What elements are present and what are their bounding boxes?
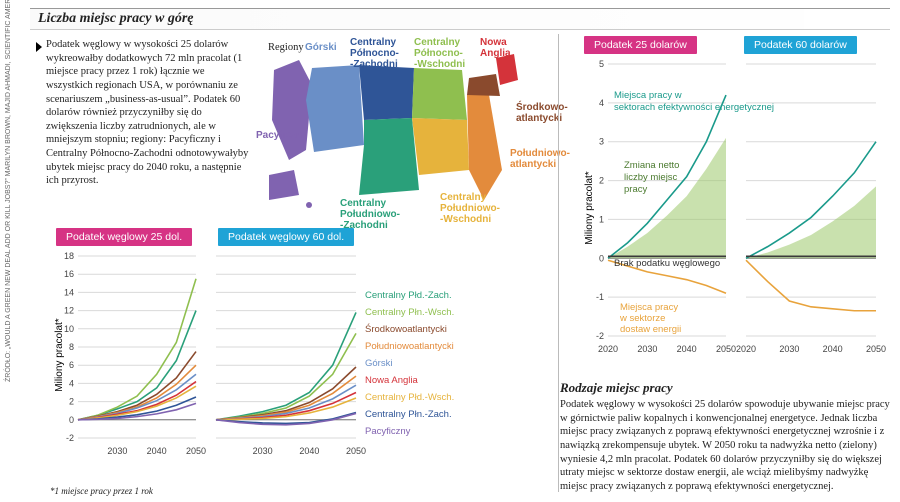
legend-cnw: Centralny Płn.-Zach. — [365, 409, 454, 420]
region-pacific — [272, 60, 312, 160]
svg-text:2: 2 — [599, 176, 604, 186]
legend-pac: Pacyficzny — [365, 426, 454, 437]
region-csw — [359, 118, 419, 195]
legend-gorski: Górski — [365, 358, 454, 369]
chart-jobtypes-25: -2-10123452020203020402050Miliony pracol… — [580, 58, 730, 358]
region-label-sa: Południowo-atlantycki — [510, 148, 570, 170]
chart-regions-25: -2024681012141618203020402050Miliony pra… — [50, 250, 200, 460]
legend-ne: Nowa Anglia — [365, 375, 454, 386]
source-credit: ŹRÓDŁO: „WOULD A GREEN NEW DEAL ADD OR K… — [5, 0, 12, 382]
svg-text:Miliony pracolat*: Miliony pracolat* — [584, 171, 595, 244]
svg-text:-2: -2 — [66, 433, 74, 443]
svg-text:Zmiana netto: Zmiana netto — [624, 160, 679, 171]
footnote: *1 miejsce pracy przez 1 rok — [50, 486, 153, 496]
svg-text:2040: 2040 — [147, 446, 167, 456]
svg-text:-2: -2 — [596, 331, 604, 341]
chart-regions-60: 203020402050 — [210, 250, 360, 460]
region-cse — [412, 118, 469, 175]
svg-text:4: 4 — [599, 98, 604, 108]
svg-text:12: 12 — [64, 306, 74, 316]
chart-regions-legend: Centralny Płd.-Zach. Centralny Płn.-Wsch.… — [365, 290, 454, 443]
jobtypes-paragraph: Podatek węglowy w wysokości 25 dolarów s… — [560, 398, 890, 493]
svg-text:2050: 2050 — [346, 446, 366, 456]
region-label-cse: CentralnyPołudniowo--Wschodni — [440, 192, 500, 225]
legend-cse: Centralny Płd.-Wsch. — [365, 392, 454, 403]
svg-text:2050: 2050 — [866, 344, 886, 354]
header-bar: Liczba miejsc pracy w górę — [30, 8, 890, 30]
svg-text:0: 0 — [599, 253, 604, 263]
region-mountain — [306, 65, 364, 152]
region-label-cne: CentralnyPółnocno--Wschodni — [414, 37, 465, 70]
tab-carbon-25: Podatek węglowy 25 dol. — [56, 228, 192, 246]
page-title: Liczba miejsc pracy w górę — [38, 11, 194, 27]
svg-text:8: 8 — [69, 342, 74, 352]
region-label-gorski: Górski — [305, 42, 337, 53]
tab-carbon-60: Podatek węglowy 60 dol. — [218, 228, 354, 246]
region-label-cnw: CentralnyPółnocno--Zachodni — [350, 37, 399, 70]
tab-tax-60: Podatek 60 dolarów — [744, 36, 857, 54]
svg-text:18: 18 — [64, 251, 74, 261]
svg-text:2040: 2040 — [677, 344, 697, 354]
region-ma — [467, 74, 500, 96]
svg-text:pracy: pracy — [624, 184, 647, 195]
svg-text:2050: 2050 — [716, 344, 736, 354]
svg-text:2050: 2050 — [186, 446, 206, 456]
svg-text:2030: 2030 — [107, 446, 127, 456]
svg-text:Miejsca pracy: Miejsca pracy — [620, 302, 678, 313]
legend-cne: Centralny Płn.-Wsch. — [365, 307, 454, 318]
svg-text:Brak podatku węglowego: Brak podatku węglowego — [614, 258, 720, 269]
divider-vertical — [558, 34, 559, 492]
region-label-ne: NowaAnglia — [480, 37, 511, 59]
svg-text:14: 14 — [64, 287, 74, 297]
region-alaska — [269, 170, 299, 200]
svg-text:2: 2 — [69, 397, 74, 407]
svg-text:2040: 2040 — [823, 344, 843, 354]
region-cne — [412, 68, 467, 120]
svg-text:2020: 2020 — [736, 344, 756, 354]
svg-text:-1: -1 — [596, 292, 604, 302]
svg-text:2030: 2030 — [253, 446, 273, 456]
tab-tax-25: Podatek 25 dolarów — [584, 36, 697, 54]
svg-text:Miejsca pracy w: Miejsca pracy w — [614, 90, 682, 101]
svg-text:2030: 2030 — [637, 344, 657, 354]
region-label-pac: Pacyficzny — [256, 130, 308, 141]
svg-text:0: 0 — [69, 415, 74, 425]
svg-text:Miliony pracolat*: Miliony pracolat* — [54, 318, 65, 391]
region-label-ma: Środkowo-atlantycki — [516, 102, 568, 124]
legend-ma: Środkowoatlantycki — [365, 324, 454, 335]
svg-text:16: 16 — [64, 269, 74, 279]
svg-text:1: 1 — [599, 214, 604, 224]
legend-csw: Centralny Płd.-Zach. — [365, 290, 454, 301]
region-label-csw: CentralnyPołudniowo--Zachodni — [340, 198, 400, 231]
region-cnw — [359, 65, 414, 120]
svg-text:2030: 2030 — [779, 344, 799, 354]
svg-text:2020: 2020 — [598, 344, 618, 354]
svg-text:4: 4 — [69, 378, 74, 388]
svg-text:10: 10 — [64, 324, 74, 334]
intro-paragraph: Podatek węglowy w wysokości 25 dolarów w… — [46, 38, 251, 188]
region-sa — [467, 95, 502, 200]
svg-text:3: 3 — [599, 137, 604, 147]
svg-text:liczby miejsc: liczby miejsc — [624, 172, 678, 183]
legend-sa: Południowoatlantycki — [365, 341, 454, 352]
svg-text:5: 5 — [599, 59, 604, 69]
svg-text:6: 6 — [69, 360, 74, 370]
svg-text:w sektorze: w sektorze — [619, 313, 665, 324]
chart-jobtypes-60: 2020203020402050 — [740, 58, 880, 358]
svg-text:dostaw energii: dostaw energii — [620, 324, 681, 335]
region-hawaii — [306, 202, 312, 208]
jobtypes-heading: Rodzaje miejsc pracy — [560, 380, 673, 396]
svg-text:2040: 2040 — [299, 446, 319, 456]
